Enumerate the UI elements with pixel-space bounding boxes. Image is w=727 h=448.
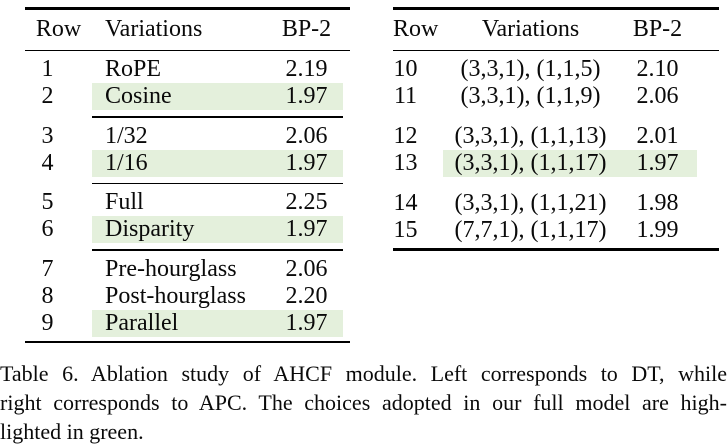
variation-cell: (3,3,1), (1,1,5): [460, 56, 601, 83]
row-number: 1: [41, 56, 54, 83]
right-toprule: [393, 7, 719, 10]
table-row-2-highlighted: 2 Cosine 1.97: [25, 83, 350, 111]
bp2-cell: 2.01: [636, 123, 679, 150]
right-bottomrule: [393, 248, 719, 251]
column-header-row: Row: [35, 16, 82, 42]
variation-cell: Post-hourglass: [105, 282, 246, 309]
variation-cell: (3,3,1), (1,1,21): [454, 190, 607, 217]
bp2-cell: 2.10: [636, 56, 679, 83]
bp2-cell: 2.06: [285, 255, 328, 282]
row-number: 14: [393, 190, 418, 217]
table-row-1: 1 RoPE 2.19: [25, 56, 350, 83]
table-row-9-highlighted: 9 Parallel 1.97: [25, 309, 350, 337]
row-number: 8: [41, 282, 54, 309]
column-header-variations: Variations: [481, 16, 580, 42]
group-gap: [393, 177, 719, 190]
variation-cell: Cosine: [92, 83, 270, 111]
bp2-cell: 2.20: [285, 282, 328, 309]
variation-cell: Parallel: [92, 309, 270, 337]
right-table-body: 10 (3,3,1), (1,1,5) 2.10 11 (3,3,1), (1,…: [393, 51, 719, 244]
caption-line-2: right corresponds to APC. The choices ad…: [0, 390, 727, 416]
variation-cell: RoPE: [105, 56, 162, 83]
variation-cell: 1/16: [92, 149, 270, 177]
table-row-14: 14 (3,3,1), (1,1,21) 1.98: [393, 190, 719, 217]
table-row-12: 12 (3,3,1), (1,1,13) 2.01: [393, 123, 719, 150]
row-number: 5: [41, 189, 54, 216]
variation-cell: Full: [105, 189, 144, 216]
row-number: 15: [393, 217, 418, 244]
table-row-7: 7 Pre-hourglass 2.06: [25, 256, 350, 283]
row-number: 6: [41, 216, 54, 243]
left-toprule: [25, 7, 350, 10]
right-table-apc: Row Variations BP-2 10 (3,3,1), (1,1,5) …: [393, 7, 719, 343]
right-header-rule: [393, 49, 719, 52]
caption-line-3: lighted in green.: [0, 419, 144, 445]
variation-cell: (3,3,1), (1,1,9): [460, 83, 601, 110]
column-header-row: Row: [393, 16, 439, 42]
left-bottomrule: [25, 340, 350, 344]
row-number: 9: [41, 309, 54, 336]
table-row-8: 8 Post-hourglass 2.20: [25, 283, 350, 310]
bp2-cell: 1.97: [270, 149, 343, 177]
cmidrule: [92, 182, 343, 185]
variation-cell: Pre-hourglass: [105, 255, 237, 282]
bp2-cell: 2.06: [285, 122, 328, 149]
bp2-cell: 1.97: [270, 309, 343, 337]
row-number: 13: [393, 150, 418, 177]
variation-cell: (3,3,1), (1,1,13): [454, 123, 607, 150]
variation-cell: 1/32: [105, 122, 148, 149]
group-gap: [393, 110, 719, 123]
variation-cell: Disparity: [92, 216, 270, 244]
bp2-cell: 1.97: [270, 216, 343, 244]
table-row-4-highlighted: 4 1/16 1.97: [25, 149, 350, 177]
bp2-cell: 2.25: [285, 189, 328, 216]
cmidrule: [92, 249, 343, 251]
table-row-13-highlighted: 13 (3,3,1), (1,1,17) 1.97: [393, 150, 719, 178]
row-number: 7: [41, 255, 54, 282]
left-table-dt: Row Variations BP-2 1 RoPE 2.19 2 Cosine…: [25, 7, 350, 344]
bp2-cell: 2.06: [636, 83, 679, 110]
row-number: 11: [393, 83, 418, 110]
row-number: 4: [41, 149, 54, 176]
caption-line-1: Table 6. Ablation study of AHCF module. …: [0, 361, 727, 387]
variation-cell: (3,3,1), (1,1,17): [443, 150, 618, 178]
row-number: 10: [393, 56, 418, 83]
bp2-cell: 1.99: [636, 217, 679, 244]
table-row-15: 15 (7,7,1), (1,1,17) 1.99: [393, 217, 719, 244]
table-row-3: 3 1/32 2.06: [25, 123, 350, 150]
table-row-6-highlighted: 6 Disparity 1.97: [25, 216, 350, 244]
variation-cell: (7,7,1), (1,1,17): [454, 217, 607, 244]
column-header-bp2: BP-2: [281, 16, 332, 42]
bp2-cell: 2.19: [285, 56, 328, 83]
table-row-10: 10 (3,3,1), (1,1,5) 2.10: [393, 56, 719, 83]
bp2-cell: 1.97: [618, 150, 697, 178]
bp2-cell: 1.98: [636, 190, 679, 217]
table-row-11: 11 (3,3,1), (1,1,9) 2.06: [393, 83, 719, 110]
row-number: 2: [41, 83, 54, 110]
table-caption: Table 6. Ablation study of AHCF module. …: [0, 359, 727, 446]
left-table-body: 1 RoPE 2.19 2 Cosine 1.97 3 1/32 2.06 4 …: [25, 51, 350, 337]
column-header-variations: Variations: [105, 16, 203, 42]
row-number: 12: [393, 123, 418, 150]
left-header-rule: [25, 49, 350, 52]
table-row-5: 5 Full 2.25: [25, 189, 350, 216]
row-number: 3: [41, 122, 54, 149]
cmidrule: [92, 116, 343, 118]
bp2-cell: 1.97: [270, 83, 343, 111]
left-table-header: Row Variations BP-2: [25, 10, 350, 50]
right-table-header: Row Variations BP-2: [393, 10, 719, 50]
column-header-bp2: BP-2: [632, 16, 683, 42]
ablation-tables: Row Variations BP-2 1 RoPE 2.19 2 Cosine…: [25, 7, 719, 344]
